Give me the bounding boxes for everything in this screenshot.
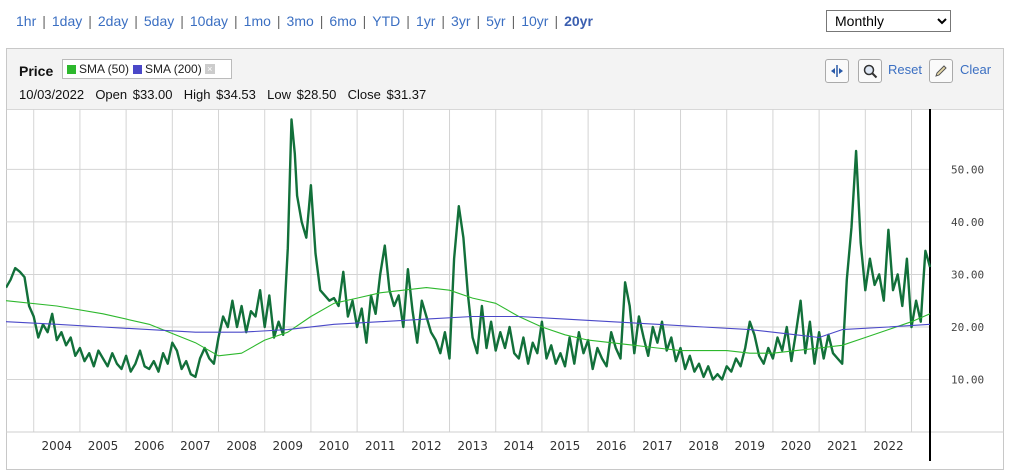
ohlc-readout: 10/03/2022 Open $33.00 High $34.53 Low $… xyxy=(19,87,426,102)
range-separator: | xyxy=(180,13,184,29)
range-5yr[interactable]: 5yr xyxy=(486,13,506,29)
range-separator: | xyxy=(276,13,281,29)
y-tick-label: 50.00 xyxy=(951,163,984,176)
range-separator: | xyxy=(476,13,481,29)
x-tick-label: 2006 xyxy=(134,439,165,453)
range-2day[interactable]: 2day xyxy=(97,13,129,29)
sma50-legend-label: SMA (50) xyxy=(79,62,130,76)
x-tick-label: 2007 xyxy=(180,439,211,453)
indicator-legend: SMA (50) SMA (200) × xyxy=(62,59,232,79)
series-line-price xyxy=(6,118,932,381)
sma50-swatch xyxy=(67,64,76,74)
x-tick-label: 2017 xyxy=(642,439,673,453)
reset-button[interactable]: Reset xyxy=(888,62,922,77)
range-1mo[interactable]: 1mo xyxy=(243,13,271,29)
range-separator: | xyxy=(362,13,367,29)
period-select[interactable]: Monthly xyxy=(826,10,951,32)
close-label: Close xyxy=(347,87,381,102)
range-selector: 1hr | 1day | 2day | 5day | 10day | 1mo | 3mo | 6mo | YTD… xyxy=(0,9,599,33)
crosshair-icon xyxy=(831,65,843,77)
range-10yr[interactable]: 10yr xyxy=(521,13,549,29)
high-label: High xyxy=(183,87,211,102)
range-separator: | xyxy=(234,13,238,29)
range-1day[interactable]: 1day xyxy=(51,13,83,29)
draw-button[interactable] xyxy=(929,59,953,83)
range-separator: | xyxy=(511,13,516,29)
zoom-button[interactable] xyxy=(858,59,882,83)
y-tick-label: 40.00 xyxy=(951,216,984,229)
sma200-legend-label: SMA (200) xyxy=(145,62,202,76)
legend-close-icon[interactable]: × xyxy=(204,64,215,74)
low-label: Low xyxy=(267,87,291,102)
range-separator: | xyxy=(319,13,324,29)
y-tick-label: 30.00 xyxy=(951,268,984,281)
x-tick-label: 2011 xyxy=(365,439,396,453)
range-5day[interactable]: 5day xyxy=(143,13,175,29)
crosshair-button[interactable] xyxy=(825,59,849,83)
x-tick-label: 2022 xyxy=(873,439,904,453)
x-tick-label: 2005 xyxy=(88,439,119,453)
price-chart[interactable]: 10.00 20.00 30.00 40.00 50.00 2004 2005 2006 200… xyxy=(6,109,1004,461)
open-value: $33.00 xyxy=(132,87,173,102)
y-tick-label: 20.00 xyxy=(951,321,984,334)
sma200-swatch xyxy=(133,64,143,74)
clear-button[interactable]: Clear xyxy=(960,62,992,77)
range-10day[interactable]: 10day xyxy=(189,13,229,29)
high-value: $34.53 xyxy=(216,87,256,102)
x-tick-label: 2014 xyxy=(504,439,535,453)
range-1yr[interactable]: 1yr xyxy=(415,13,436,29)
range-3yr[interactable]: 3yr xyxy=(451,13,471,29)
close-value: $31.37 xyxy=(386,87,427,102)
chart-header: Price SMA (50) SMA (200) × 10/03/2022 Op… xyxy=(7,49,1003,110)
range-1hr[interactable]: 1hr xyxy=(16,13,37,29)
range-separator: | xyxy=(441,13,446,29)
x-tick-label: 2016 xyxy=(596,439,627,453)
x-tick-label: 2013 xyxy=(457,439,488,453)
ohlc-date: 10/03/2022 xyxy=(19,87,85,102)
y-tick-label: 10.00 xyxy=(951,373,984,386)
range-ytd[interactable]: YTD xyxy=(372,13,401,29)
range-separator: | xyxy=(42,13,46,29)
price-label: Price xyxy=(19,63,54,79)
x-tick-label: 2021 xyxy=(827,439,858,453)
open-label: Open xyxy=(95,87,128,102)
range-separator: | xyxy=(406,13,410,29)
x-tick-label: 2012 xyxy=(411,439,442,453)
x-tick-label: 2004 xyxy=(42,439,73,453)
range-separator: | xyxy=(554,13,559,29)
x-tick-label: 2020 xyxy=(781,439,812,453)
pencil-icon xyxy=(935,65,947,77)
low-value: $28.50 xyxy=(296,87,337,102)
x-tick-label: 2019 xyxy=(735,439,766,453)
x-tick-label: 2018 xyxy=(688,439,719,453)
range-separator: | xyxy=(134,13,138,29)
range-3mo[interactable]: 3mo xyxy=(286,13,314,29)
magnifier-icon xyxy=(863,64,878,79)
x-tick-label: 2010 xyxy=(319,439,350,453)
x-tick-label: 2008 xyxy=(226,439,257,453)
x-tick-label: 2009 xyxy=(273,439,304,453)
range-20yr[interactable]: 20yr xyxy=(564,13,593,29)
range-6mo[interactable]: 6mo xyxy=(329,13,357,29)
x-tick-label: 2015 xyxy=(550,439,581,453)
range-separator: | xyxy=(88,13,92,29)
series-line-sma-200 xyxy=(6,315,931,339)
